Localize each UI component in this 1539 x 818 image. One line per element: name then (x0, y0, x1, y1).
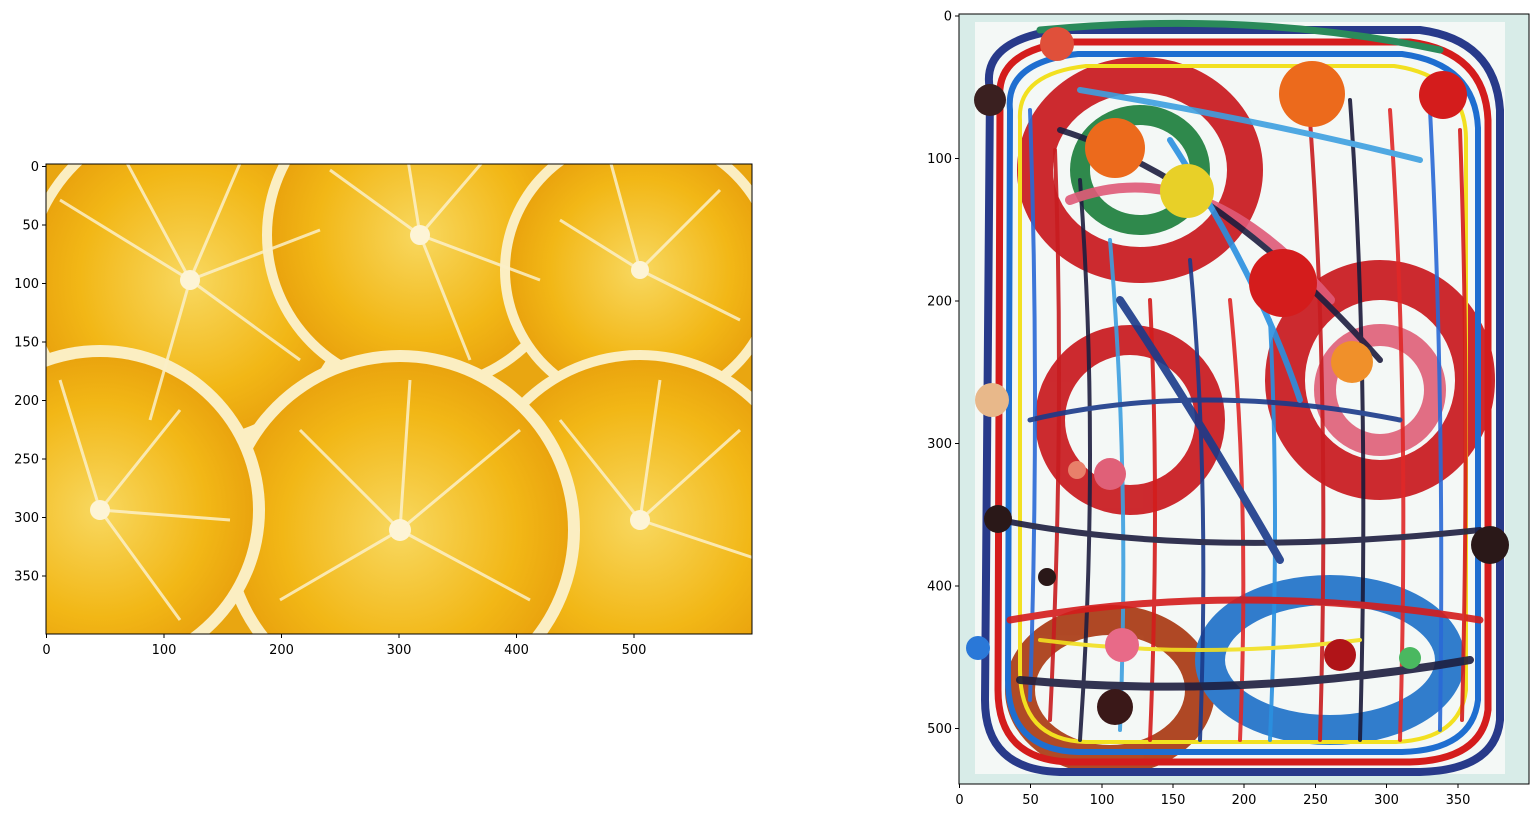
tick-label: 0 (955, 793, 963, 808)
tick-label: 350 (14, 570, 39, 585)
right-y-axis: 0 100 200 300 400 500 (927, 10, 959, 737)
orange-slice (500, 164, 752, 410)
orange-slice (46, 345, 265, 634)
tick-label: 100 (1090, 793, 1115, 808)
tick-label: 200 (269, 643, 294, 658)
tick-label: 400 (504, 643, 529, 658)
tick-label: 150 (1161, 793, 1186, 808)
left-y-axis: 0 50 100 150 200 250 300 350 (14, 160, 46, 585)
tick-label: 100 (14, 277, 39, 292)
abstract-painting-image (959, 14, 1529, 784)
orange-slice (262, 164, 578, 393)
tick-label: 200 (927, 295, 952, 310)
tick-label: 200 (1232, 793, 1257, 808)
orange-slice (220, 350, 580, 634)
tick-label: 50 (1022, 793, 1039, 808)
tick-label: 0 (31, 160, 39, 175)
tick-label: 0 (944, 10, 952, 25)
left-x-axis: 0 100 200 300 400 500 (42, 634, 646, 658)
tick-label: 250 (1303, 793, 1328, 808)
tick-label: 200 (14, 394, 39, 409)
tick-label: 0 (42, 643, 50, 658)
tick-label: 500 (622, 643, 647, 658)
tick-label: 400 (927, 580, 952, 595)
tick-label: 100 (927, 152, 952, 167)
right-x-axis: 0 50 100 150 200 250 300 350 (955, 784, 1470, 808)
tick-label: 300 (14, 511, 39, 526)
orange-slices-image (46, 164, 752, 634)
paint-splatters (966, 27, 1509, 725)
tick-label: 500 (927, 722, 952, 737)
tick-label: 150 (14, 336, 39, 351)
tick-label: 350 (1446, 793, 1471, 808)
tick-label: 300 (387, 643, 412, 658)
tick-label: 300 (1374, 793, 1399, 808)
tick-label: 100 (152, 643, 177, 658)
tick-label: 50 (22, 219, 39, 234)
tick-label: 250 (14, 453, 39, 468)
tick-label: 300 (927, 437, 952, 452)
